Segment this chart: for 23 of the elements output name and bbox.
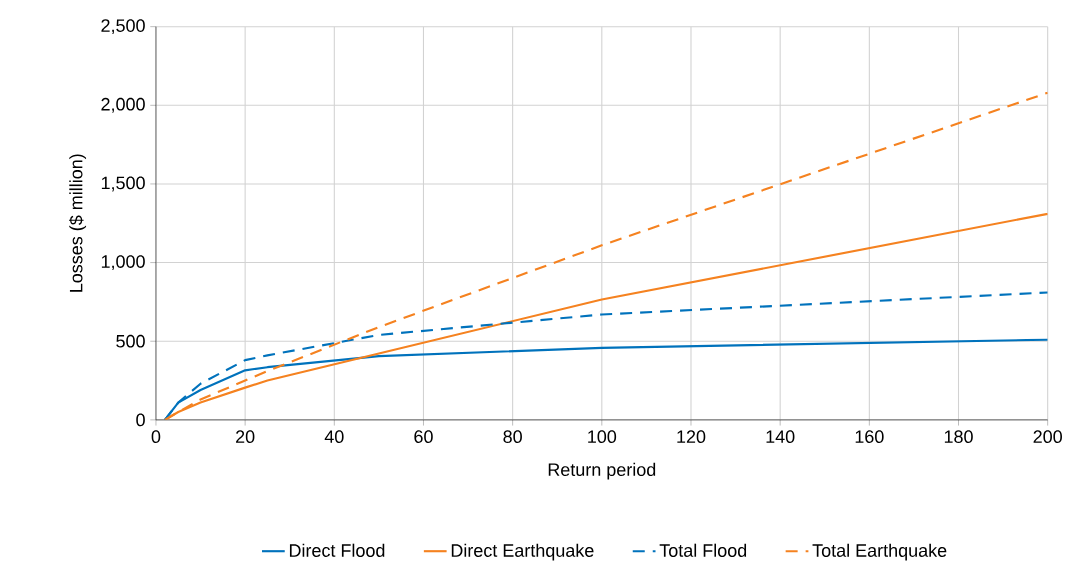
legend-label: Direct Earthquake [451, 543, 594, 561]
y-tick-label: 1,500 [101, 176, 145, 192]
x-tick-label: 40 [324, 430, 344, 444]
x-tick-label: 100 [588, 430, 617, 444]
y-tick-label: 2,500 [101, 19, 145, 35]
legend-label: Total Earthquake [812, 543, 947, 561]
legend-label: Total Flood [659, 543, 747, 557]
x-tick-label: 80 [503, 430, 522, 444]
x-tick-label: 60 [414, 430, 433, 444]
y-tick-label: 2,000 [101, 97, 145, 113]
y-tick-label: 500 [116, 334, 145, 348]
y-tick-label: 0 [136, 413, 145, 427]
legend-label: Direct Flood [289, 543, 385, 557]
x-tick-label: 0 [151, 430, 161, 444]
x-tick-label: 160 [855, 430, 884, 444]
x-tick-label: 200 [1033, 430, 1062, 444]
x-tick-label: 140 [766, 430, 795, 444]
x-tick-label: 120 [677, 430, 706, 444]
x-tick-label: 20 [236, 430, 255, 444]
y-tick-label: 1,000 [101, 255, 145, 271]
x-axis-title: Return period [548, 462, 656, 480]
y-axis-title: Losses ($ million) [69, 154, 87, 292]
x-tick-label: 180 [944, 430, 973, 444]
